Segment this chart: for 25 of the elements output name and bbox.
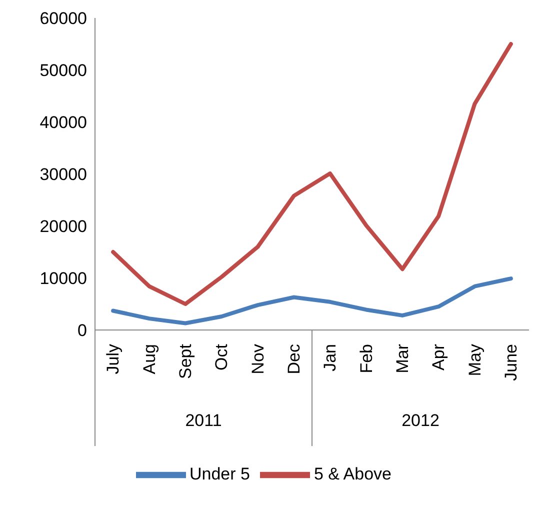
y-tick-label: 30000 <box>40 165 87 184</box>
x-tick-label: Aug <box>140 344 159 374</box>
x-tick-label: Sept <box>176 344 195 379</box>
x-tick-label: Apr <box>429 344 448 370</box>
x-tick-label: Mar <box>392 344 412 374</box>
y-tick-label: 50000 <box>40 61 87 80</box>
line-series <box>111 276 513 326</box>
y-tick-label: 40000 <box>40 113 87 132</box>
legend-label: 5 & Above <box>314 464 392 484</box>
x-tick-label: July <box>104 344 123 374</box>
y-tick-label: 60000 <box>40 9 87 28</box>
x-tick-label: Oct <box>212 344 232 370</box>
y-tick-label: 10000 <box>40 269 87 288</box>
x-tick-label: Feb <box>356 344 376 374</box>
x-tick-label: Dec <box>284 344 304 374</box>
x-tick-label: Jan <box>320 344 340 372</box>
line-series <box>111 42 513 306</box>
text: 2012 <box>402 411 440 430</box>
y-tick-label: 20000 <box>40 217 87 236</box>
text: 2011 <box>185 411 222 430</box>
x-tick-label: May <box>465 344 484 376</box>
x-tick-label: Nov <box>248 344 268 374</box>
y-tick-label: 0 <box>78 321 87 340</box>
legend-label: Under 5 <box>190 464 250 484</box>
x-tick-label: June <box>501 344 520 381</box>
